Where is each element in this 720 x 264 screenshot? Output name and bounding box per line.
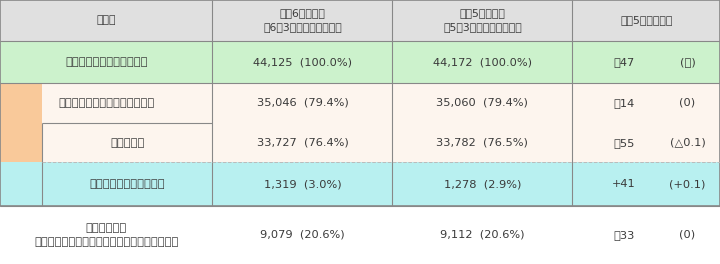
Text: 令和5年度との差: 令和5年度との差: [620, 16, 672, 25]
Text: 1,319  (3.0%): 1,319 (3.0%): [264, 179, 341, 189]
Text: 9,112  (20.6%): 9,112 (20.6%): [440, 230, 525, 240]
Text: 令和5年度調査
（5年3月末卒業予定者）: 令和5年度調査 （5年3月末卒業予定者）: [443, 8, 522, 32]
Text: 令和6年度調査
（6年3月末卒業予定者）: 令和6年度調査 （6年3月末卒業予定者）: [263, 8, 342, 32]
Bar: [42, 83, 212, 162]
Text: －55: －55: [613, 138, 635, 148]
Text: (0): (0): [680, 98, 696, 108]
Bar: [212, 123, 392, 162]
Text: －33: －33: [613, 230, 635, 240]
Text: +41: +41: [612, 179, 636, 189]
Bar: [572, 83, 720, 123]
Text: (+0.1): (+0.1): [670, 179, 706, 189]
Text: 44,172  (100.0%): 44,172 (100.0%): [433, 57, 532, 67]
Text: 定時制・多部制・通信制: 定時制・多部制・通信制: [89, 179, 165, 189]
Text: 9,079  (20.6%): 9,079 (20.6%): [260, 230, 345, 240]
Bar: [392, 123, 572, 162]
Text: －47: －47: [613, 57, 635, 67]
Text: 区　分: 区 分: [96, 16, 116, 25]
Text: (△0.1): (△0.1): [670, 138, 706, 148]
Text: (－): (－): [680, 57, 696, 67]
Text: 1,278  (2.9%): 1,278 (2.9%): [444, 179, 521, 189]
Text: 33,727  (76.4%): 33,727 (76.4%): [256, 138, 348, 148]
Bar: [0, 162, 720, 206]
Text: (0): (0): [680, 230, 696, 240]
Text: 国公立中学校卒業予定者数: 国公立中学校卒業予定者数: [65, 57, 148, 67]
Bar: [0, 0, 720, 41]
Bar: [0, 83, 720, 123]
Bar: [0, 41, 720, 83]
Text: －14: －14: [613, 98, 635, 108]
Bar: [212, 83, 392, 123]
Bar: [0, 83, 720, 162]
Bar: [0, 206, 720, 264]
Text: 44,125  (100.0%): 44,125 (100.0%): [253, 57, 352, 67]
Text: 上記以外の者
（県内私立高等学校、その他の学校、就職等）: 上記以外の者 （県内私立高等学校、その他の学校、就職等）: [34, 223, 179, 247]
Text: 35,060  (79.4%): 35,060 (79.4%): [436, 98, 528, 108]
Text: 県内公立高等学校進学希望者数: 県内公立高等学校進学希望者数: [58, 98, 154, 108]
Text: 全　日　制: 全 日 制: [110, 138, 144, 148]
Bar: [572, 123, 720, 162]
Bar: [392, 83, 572, 123]
Text: 33,782  (76.5%): 33,782 (76.5%): [436, 138, 528, 148]
Text: 35,046  (79.4%): 35,046 (79.4%): [256, 98, 348, 108]
